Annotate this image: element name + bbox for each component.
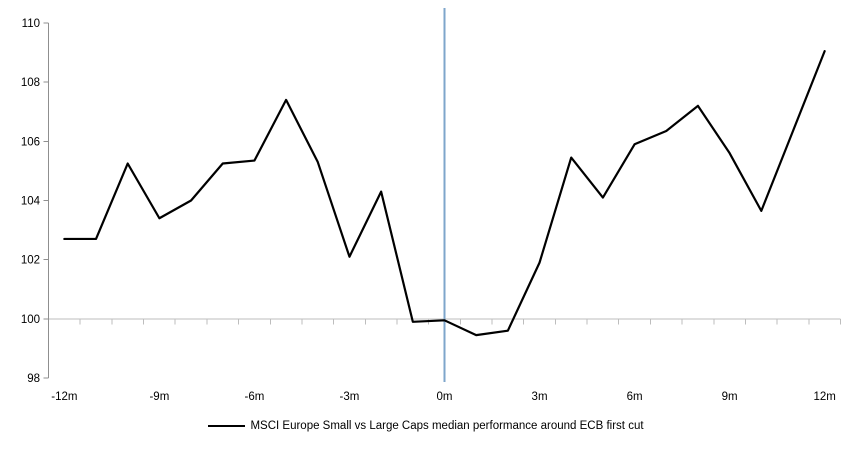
x-tick-label: 9m [722,391,738,403]
series-line [63,49,826,337]
x-tick-label: 3m [532,391,548,403]
x-tick-label: -6m [245,391,265,403]
legend-line-swatch [208,425,246,427]
x-tick-label: -9m [149,391,169,403]
x-tick-label: 0m [437,391,453,403]
y-tick-label: 100 [21,314,40,326]
legend-label: MSCI Europe Small vs Large Caps median p… [250,420,644,432]
y-tick-label: 102 [21,255,40,267]
y-tick-label: 108 [21,77,40,89]
y-tick-label: 110 [22,18,40,30]
x-tick-label: 6m [627,391,643,403]
x-tick-label: 12m [813,391,835,403]
y-tick-label: 106 [21,136,40,148]
y-tick-label: 104 [21,196,41,208]
chart-legend: MSCI Europe Small vs Large Caps median p… [0,417,852,435]
x-tick-label: -3m [340,391,360,403]
x-tick-label: -12m [51,391,77,403]
y-tick-label: 98 [27,373,40,385]
